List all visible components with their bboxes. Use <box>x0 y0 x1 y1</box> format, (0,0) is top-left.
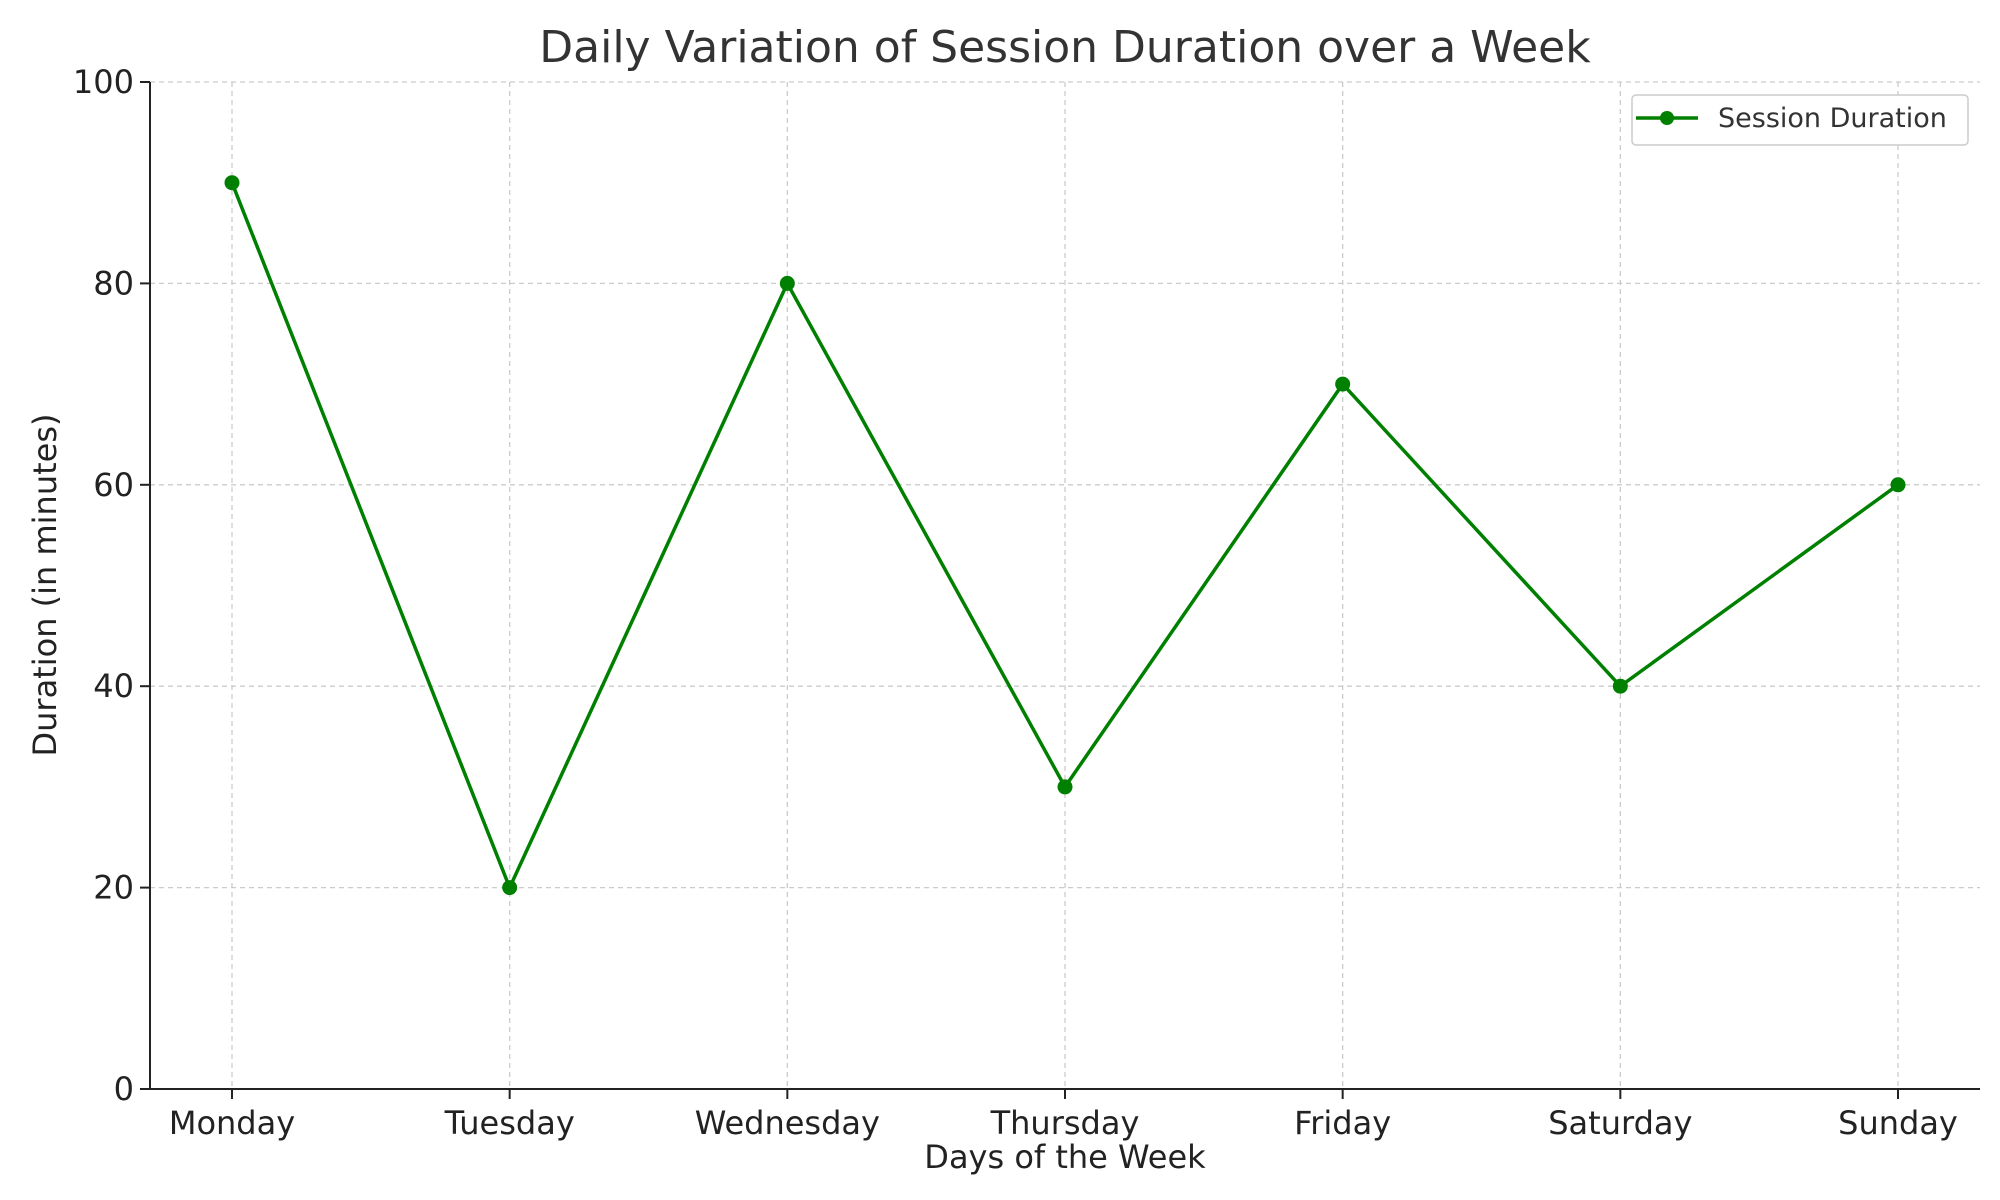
y-tick-label: 20 <box>93 869 134 907</box>
data-point <box>1890 477 1906 493</box>
legend-marker-swatch <box>1660 111 1674 125</box>
x-tick-label: Saturday <box>1548 1104 1692 1142</box>
legend: Session Duration <box>1631 94 1969 146</box>
legend-box <box>1631 94 1969 146</box>
x-axis-ticks: Monday Tuesday Wednesday Thursday Friday Satu… <box>169 1089 1958 1142</box>
chart-title: Daily Variation of Session Duration over… <box>539 22 1591 73</box>
data-point <box>779 275 795 291</box>
y-tick-label: 40 <box>93 667 134 705</box>
data-point <box>1612 678 1628 694</box>
x-tick-label: Wednesday <box>695 1104 880 1142</box>
x-tick-label: Friday <box>1294 1104 1391 1142</box>
y-axis-label: Duration (in minutes) <box>26 414 64 757</box>
x-tick-label: Tuesday <box>444 1104 575 1142</box>
y-tick-label: 60 <box>93 466 134 504</box>
data-point <box>502 880 518 896</box>
series-layer <box>224 175 1906 896</box>
grid <box>150 81 1980 1089</box>
x-tick-label: Thursday <box>990 1104 1140 1142</box>
legend-label: Session Duration <box>1718 103 1947 134</box>
data-point <box>1335 376 1351 392</box>
y-axis-ticks: 0 20 40 60 80 100 <box>73 63 150 1108</box>
y-tick-label: 80 <box>93 264 134 302</box>
x-tick-label: Sunday <box>1838 1104 1958 1142</box>
y-tick-label: 100 <box>73 63 134 101</box>
x-axis-label: Days of the Week <box>924 1138 1206 1176</box>
x-tick-label: Monday <box>169 1104 295 1142</box>
y-tick-label: 0 <box>114 1070 134 1108</box>
data-point <box>224 175 240 191</box>
data-point <box>1057 779 1073 795</box>
